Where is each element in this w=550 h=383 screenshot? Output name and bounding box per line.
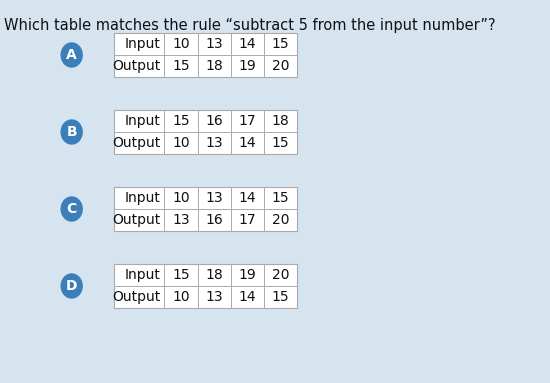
Text: A: A bbox=[67, 48, 77, 62]
Circle shape bbox=[61, 43, 82, 67]
Bar bbox=[231, 209, 264, 231]
Bar bbox=[114, 286, 164, 308]
Bar bbox=[114, 209, 164, 231]
Text: 10: 10 bbox=[172, 290, 190, 304]
Text: 15: 15 bbox=[272, 37, 289, 51]
Bar bbox=[197, 209, 231, 231]
Text: Output: Output bbox=[113, 213, 161, 227]
Bar bbox=[164, 187, 197, 209]
Text: 15: 15 bbox=[172, 268, 190, 282]
Text: 18: 18 bbox=[272, 114, 289, 128]
Bar bbox=[164, 264, 197, 286]
Bar bbox=[197, 132, 231, 154]
Text: 13: 13 bbox=[205, 37, 223, 51]
Bar bbox=[264, 110, 297, 132]
Text: 18: 18 bbox=[205, 268, 223, 282]
Bar bbox=[114, 33, 297, 77]
Text: 15: 15 bbox=[272, 290, 289, 304]
Bar bbox=[264, 264, 297, 286]
Text: 20: 20 bbox=[272, 59, 289, 73]
Bar bbox=[197, 55, 231, 77]
Text: 14: 14 bbox=[239, 290, 256, 304]
Bar bbox=[264, 209, 297, 231]
Bar bbox=[197, 110, 231, 132]
Text: 15: 15 bbox=[272, 191, 289, 205]
Circle shape bbox=[61, 197, 82, 221]
Text: 15: 15 bbox=[272, 136, 289, 150]
Bar bbox=[114, 110, 164, 132]
Text: 14: 14 bbox=[239, 191, 256, 205]
Text: 13: 13 bbox=[205, 290, 223, 304]
Text: 15: 15 bbox=[172, 59, 190, 73]
Bar bbox=[231, 286, 264, 308]
Bar bbox=[231, 187, 264, 209]
Text: 19: 19 bbox=[239, 59, 256, 73]
Bar bbox=[164, 132, 197, 154]
Circle shape bbox=[61, 274, 82, 298]
Circle shape bbox=[61, 120, 82, 144]
Bar bbox=[114, 33, 164, 55]
Bar bbox=[264, 33, 297, 55]
Bar bbox=[164, 286, 197, 308]
Bar bbox=[197, 33, 231, 55]
Bar bbox=[114, 264, 164, 286]
Bar bbox=[114, 264, 297, 308]
Bar bbox=[164, 110, 197, 132]
Text: Which table matches the rule “subtract 5 from the input number”?: Which table matches the rule “subtract 5… bbox=[4, 18, 496, 33]
Text: 15: 15 bbox=[172, 114, 190, 128]
Text: 13: 13 bbox=[205, 191, 223, 205]
Text: D: D bbox=[66, 279, 78, 293]
Bar bbox=[114, 110, 297, 154]
Bar bbox=[264, 187, 297, 209]
Text: Input: Input bbox=[125, 191, 161, 205]
Text: B: B bbox=[67, 125, 77, 139]
Bar bbox=[197, 187, 231, 209]
Text: Output: Output bbox=[113, 136, 161, 150]
Text: Input: Input bbox=[125, 37, 161, 51]
Text: 16: 16 bbox=[205, 213, 223, 227]
Text: 20: 20 bbox=[272, 268, 289, 282]
Bar bbox=[264, 286, 297, 308]
Bar bbox=[197, 264, 231, 286]
Text: Input: Input bbox=[125, 268, 161, 282]
Bar bbox=[114, 187, 164, 209]
Text: 14: 14 bbox=[239, 136, 256, 150]
Text: Output: Output bbox=[113, 59, 161, 73]
Bar bbox=[114, 132, 164, 154]
Text: 18: 18 bbox=[205, 59, 223, 73]
Bar bbox=[264, 132, 297, 154]
Text: 16: 16 bbox=[205, 114, 223, 128]
Text: Output: Output bbox=[113, 290, 161, 304]
Bar bbox=[231, 132, 264, 154]
Bar bbox=[231, 264, 264, 286]
Bar bbox=[164, 33, 197, 55]
Text: 13: 13 bbox=[172, 213, 190, 227]
Text: Input: Input bbox=[125, 114, 161, 128]
Bar bbox=[164, 209, 197, 231]
Text: 10: 10 bbox=[172, 37, 190, 51]
Bar bbox=[164, 55, 197, 77]
Text: 17: 17 bbox=[239, 213, 256, 227]
Bar bbox=[114, 55, 164, 77]
Text: 17: 17 bbox=[239, 114, 256, 128]
Bar bbox=[231, 33, 264, 55]
Text: C: C bbox=[67, 202, 77, 216]
Text: 10: 10 bbox=[172, 191, 190, 205]
Bar bbox=[231, 110, 264, 132]
Bar bbox=[231, 55, 264, 77]
Bar bbox=[197, 286, 231, 308]
Bar bbox=[264, 55, 297, 77]
Text: 14: 14 bbox=[239, 37, 256, 51]
Text: 19: 19 bbox=[239, 268, 256, 282]
Bar bbox=[114, 187, 297, 231]
Text: 10: 10 bbox=[172, 136, 190, 150]
Text: 20: 20 bbox=[272, 213, 289, 227]
Text: 13: 13 bbox=[205, 136, 223, 150]
